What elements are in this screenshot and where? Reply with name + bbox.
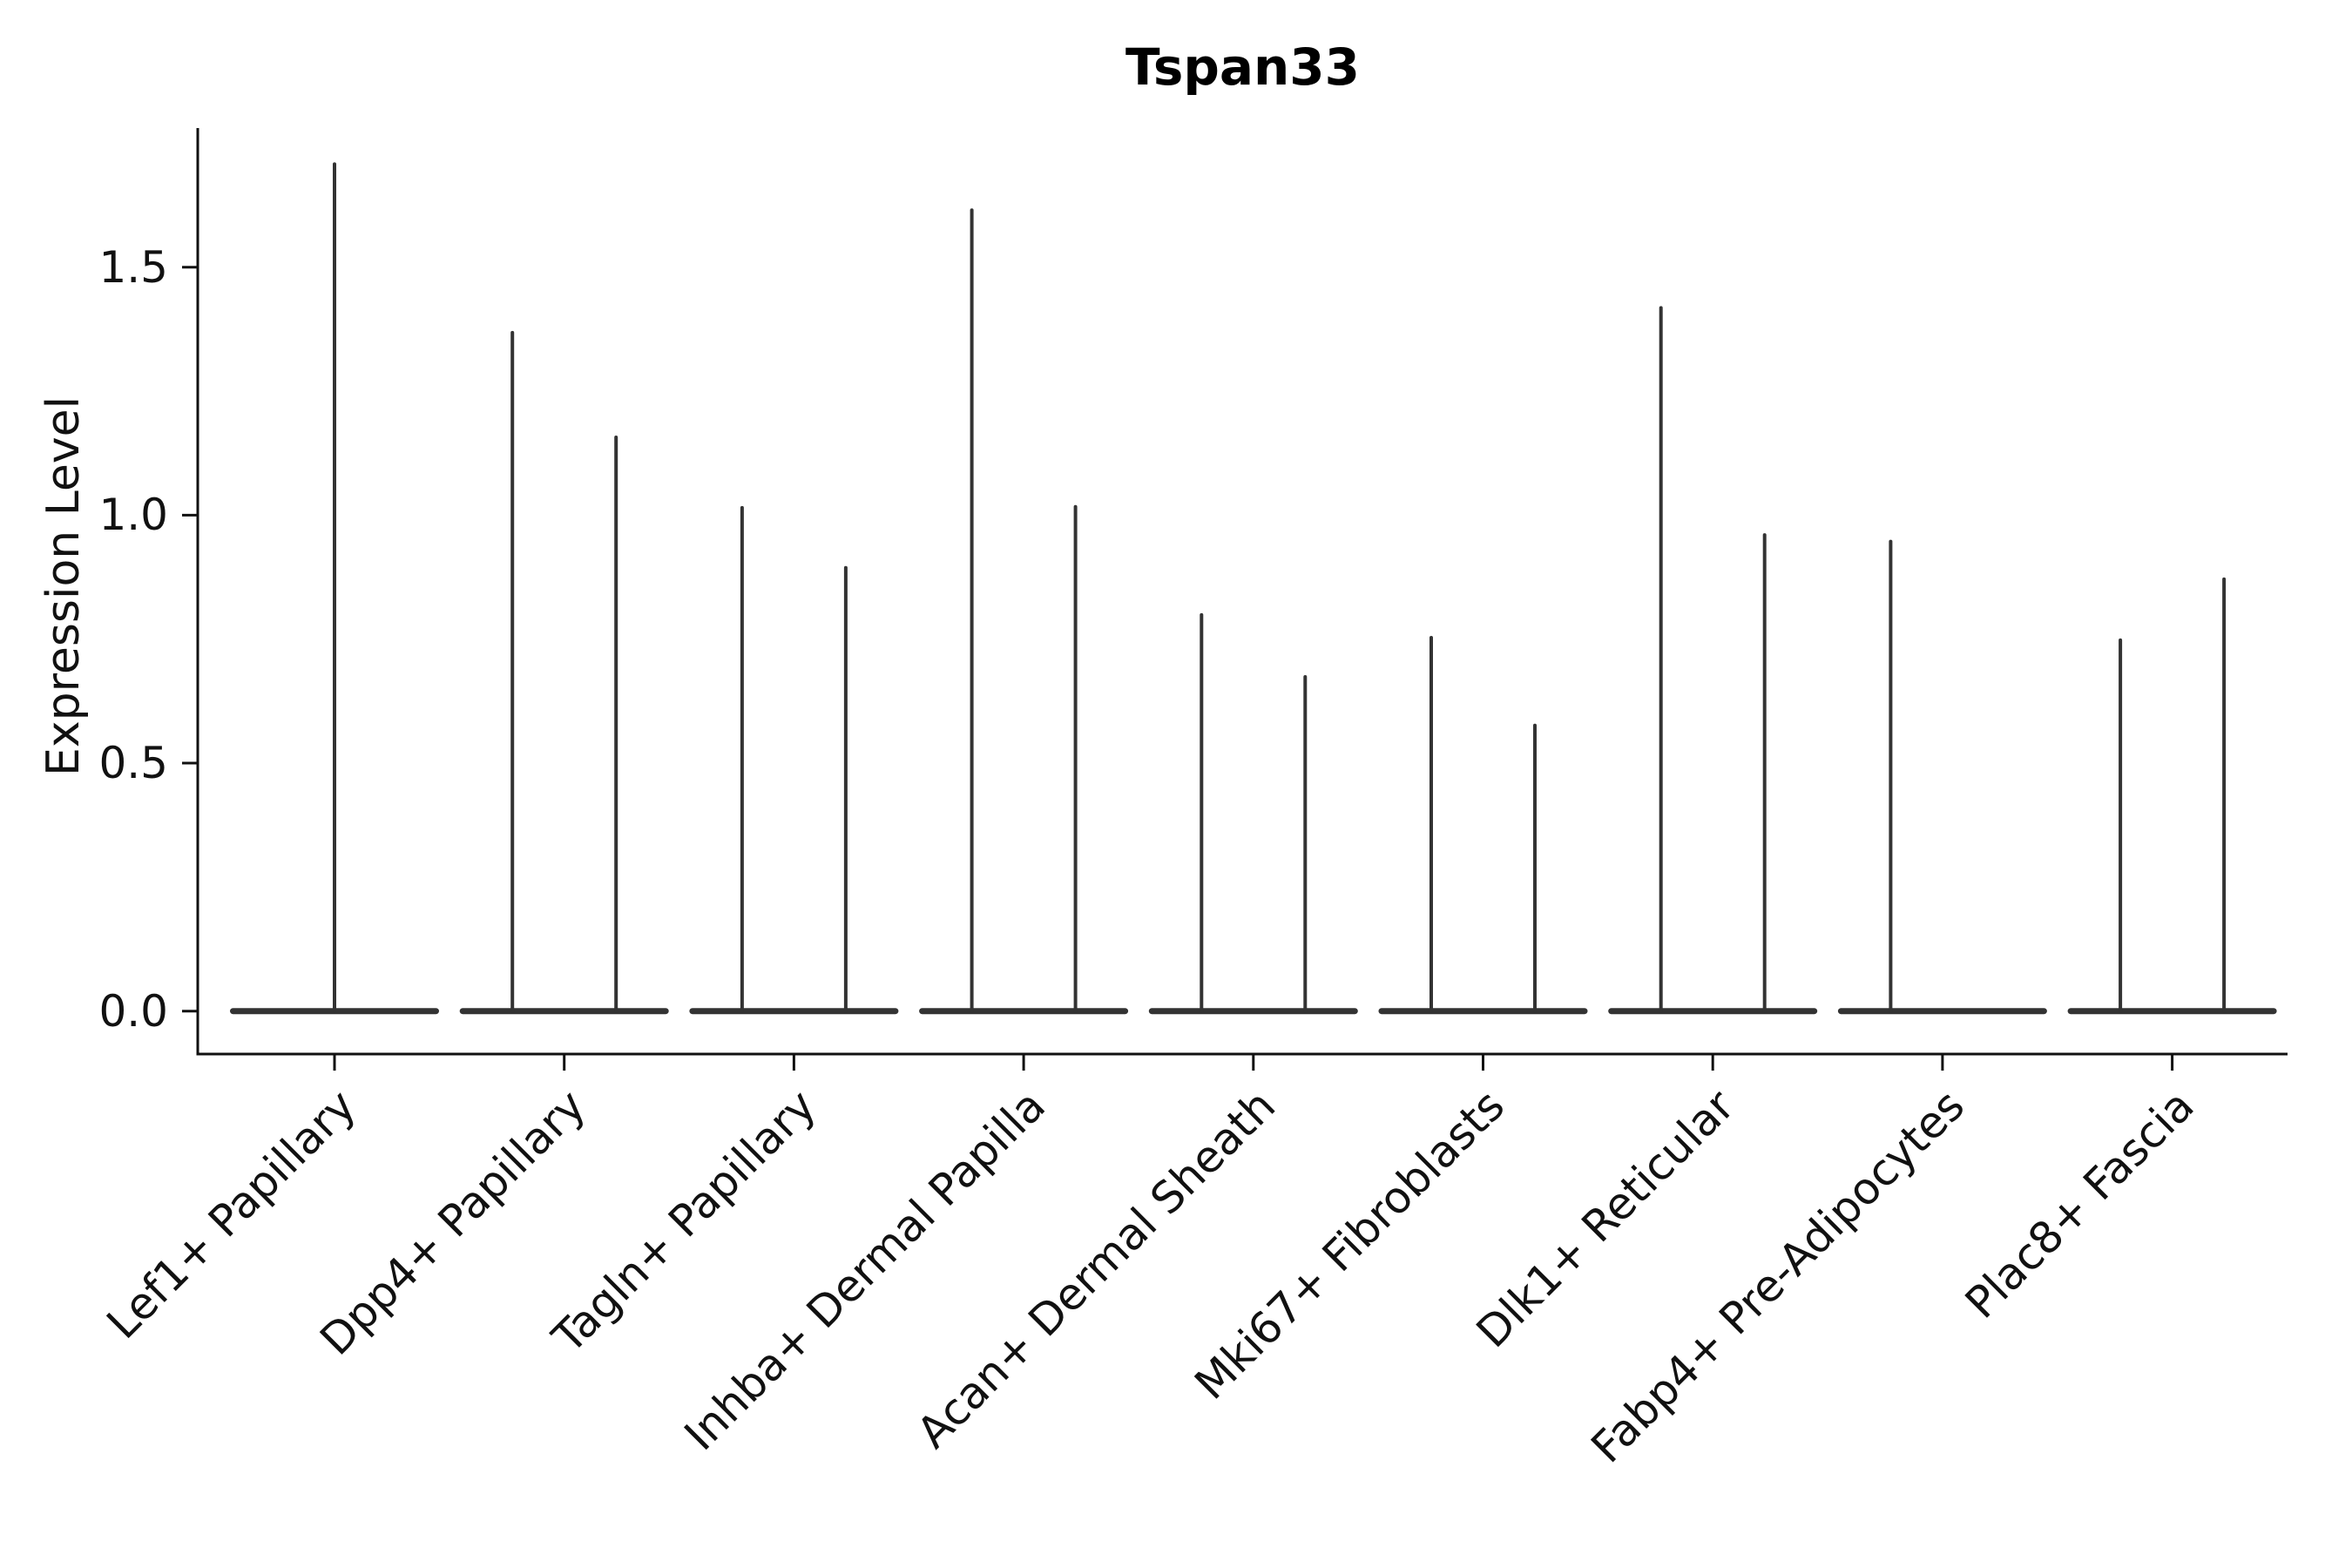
- y-axis-label: Expression Level: [37, 395, 90, 777]
- y-tick-label: 1.5: [98, 241, 168, 293]
- y-tick-label: 1.0: [98, 490, 168, 541]
- violin-band: [1608, 1008, 1818, 1015]
- violin-band: [1148, 1008, 1358, 1015]
- violin-band: [919, 1008, 1129, 1015]
- violin-band: [689, 1008, 899, 1015]
- y-tick-label: 0.5: [98, 738, 168, 789]
- violin-band: [459, 1008, 669, 1015]
- y-tick-label: 0.0: [98, 985, 168, 1037]
- violin-band: [1378, 1008, 1588, 1015]
- chart-title: Tspan33: [1125, 37, 1361, 97]
- violin-band: [1837, 1008, 2047, 1015]
- violin-band: [2067, 1008, 2277, 1015]
